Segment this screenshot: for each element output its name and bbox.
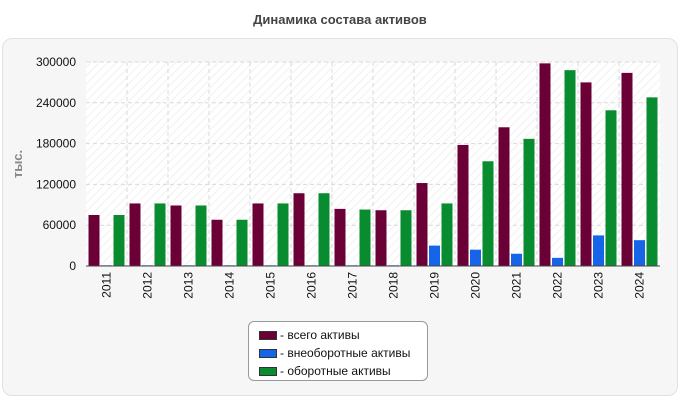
x-tick-label: 2024 <box>633 272 647 299</box>
legend-label-noncurrent: - внеоборотные активы <box>280 346 411 360</box>
legend-swatch-total <box>259 330 277 340</box>
bar-current-assets <box>441 203 453 266</box>
y-tick-label: 120000 <box>36 177 76 191</box>
bar-current-assets <box>605 110 617 266</box>
bar-noncurrent-assets <box>470 249 481 266</box>
chart-legend: - всего активы - внеоборотные активы - о… <box>248 321 428 381</box>
chart-title: Динамика состава активов <box>253 12 427 27</box>
bar-total-assets <box>416 183 428 266</box>
bar-noncurrent-assets <box>593 235 604 266</box>
y-axis-label: тыс. <box>10 150 25 178</box>
x-tick-label: 2016 <box>305 272 319 299</box>
y-tick-label: 0 <box>69 259 76 273</box>
x-tick-label: 2019 <box>428 272 442 299</box>
bar-current-assets <box>154 203 166 266</box>
x-tick-label: 2013 <box>182 272 196 299</box>
bar-total-assets <box>88 215 100 266</box>
bar-total-assets <box>375 210 387 266</box>
y-tick-label: 180000 <box>36 137 76 151</box>
legend-swatch-noncurrent <box>259 348 277 358</box>
x-tick-labels: 2011 2012 2013 2014 2015 2016 2017 2018 2019 2020… <box>100 272 647 299</box>
y-tick-labels: 0 60000 120000 180000 240000 300000 <box>36 55 76 273</box>
bar-total-assets <box>498 127 510 266</box>
x-tick-label: 2021 <box>510 272 524 299</box>
bar-total-assets <box>580 82 592 267</box>
legend-swatch-current <box>259 366 277 376</box>
bar-total-assets <box>211 219 223 266</box>
x-tick-label: 2012 <box>141 272 155 299</box>
bar-current-assets <box>113 215 125 266</box>
bar-total-assets <box>293 193 305 266</box>
bar-total-assets <box>170 205 182 266</box>
legend-label-current: - оборотные активы <box>280 364 391 378</box>
legend-item-total: - всего активы <box>259 326 427 344</box>
bar-current-assets <box>195 205 207 266</box>
bar-noncurrent-assets <box>634 240 645 266</box>
grid-lines <box>86 61 660 266</box>
x-tick-label: 2020 <box>469 272 483 299</box>
x-tick-label: 2015 <box>264 272 278 299</box>
bar-current-assets <box>523 138 535 266</box>
bar-current-assets <box>564 70 576 266</box>
y-tick-label: 60000 <box>43 218 77 232</box>
x-tick-label: 2017 <box>346 272 360 299</box>
bar-noncurrent-assets <box>511 253 522 266</box>
bar-current-assets <box>359 209 371 266</box>
y-tick-label: 300000 <box>36 55 76 69</box>
bar-current-assets <box>646 97 658 266</box>
x-tick-label: 2011 <box>100 272 114 298</box>
y-tick-label: 240000 <box>36 96 76 110</box>
bar-total-assets <box>539 63 551 266</box>
bar-noncurrent-assets <box>429 245 440 266</box>
x-tick-label: 2023 <box>592 272 606 299</box>
legend-label-total: - всего активы <box>280 328 360 342</box>
bar-total-assets <box>457 144 469 266</box>
bar-current-assets <box>277 203 289 266</box>
bar-current-assets <box>236 219 248 266</box>
bar-total-assets <box>621 72 633 266</box>
bars-group <box>88 63 658 267</box>
bar-current-assets <box>318 193 330 266</box>
bar-noncurrent-assets <box>552 257 563 266</box>
bar-total-assets <box>252 203 264 266</box>
x-tick-label: 2018 <box>387 272 401 299</box>
bar-current-assets <box>400 210 412 266</box>
bar-total-assets <box>129 203 141 266</box>
legend-item-current: - оборотные активы <box>259 362 427 380</box>
x-tick-label: 2022 <box>551 272 565 299</box>
bar-current-assets <box>482 161 494 266</box>
bar-total-assets <box>334 208 346 266</box>
x-tick-label: 2014 <box>223 272 237 299</box>
legend-item-noncurrent: - внеоборотные активы <box>259 344 427 362</box>
